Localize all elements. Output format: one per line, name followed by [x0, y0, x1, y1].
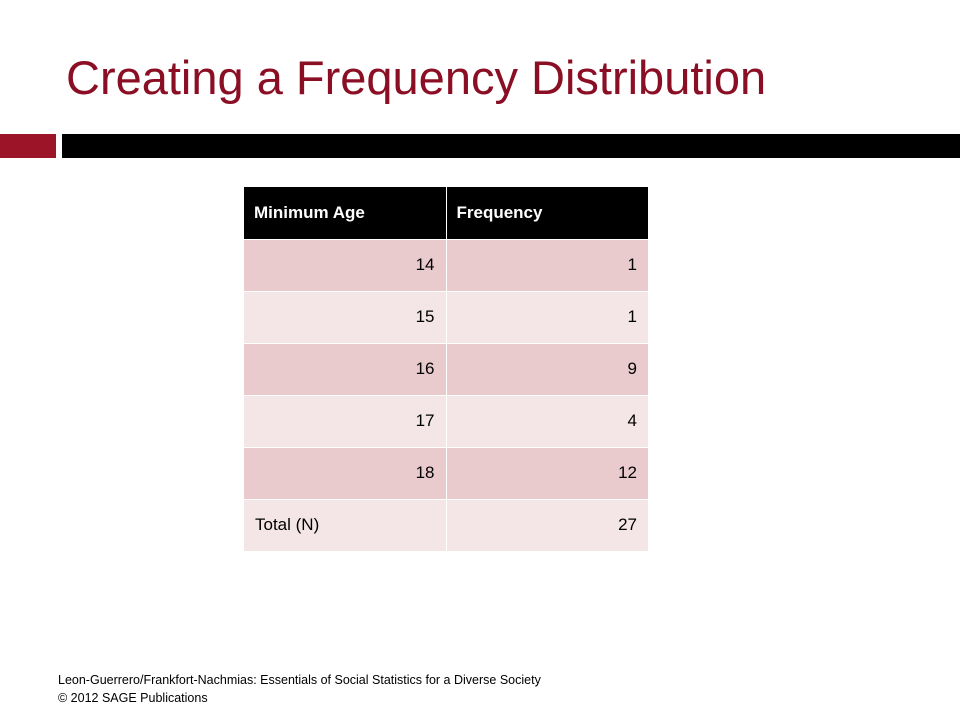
age-cell: 14: [244, 239, 446, 291]
frequency-cell: 1: [445, 291, 648, 343]
table-row: 14 1: [244, 239, 648, 291]
age-cell: 17: [244, 395, 446, 447]
table-row: 15 1: [244, 291, 648, 343]
header-frequency: Frequency: [445, 187, 648, 239]
header-minimum-age: Minimum Age: [244, 187, 446, 239]
total-value: 27: [445, 499, 648, 551]
table-row: 16 9: [244, 343, 648, 395]
frequency-cell: 9: [445, 343, 648, 395]
frequency-cell: 12: [445, 447, 648, 499]
title-divider-bar: [62, 134, 960, 158]
footer-source: Leon-Guerrero/Frankfort-Nachmias: Essent…: [58, 673, 541, 687]
frequency-cell: 4: [445, 395, 648, 447]
age-cell: 15: [244, 291, 446, 343]
age-cell: 18: [244, 447, 446, 499]
total-row: Total (N) 27: [244, 499, 648, 551]
title-accent-bar: [0, 134, 56, 158]
age-cell: 16: [244, 343, 446, 395]
table-row: 18 12: [244, 447, 648, 499]
footer-citation: Leon-Guerrero/Frankfort-Nachmias: Essent…: [58, 671, 541, 707]
table-row: 17 4: [244, 395, 648, 447]
footer-copyright: © 2012 SAGE Publications: [58, 691, 208, 705]
frequency-cell: 1: [445, 239, 648, 291]
table-header-row: Minimum Age Frequency: [244, 187, 648, 239]
total-label: Total (N): [244, 499, 446, 551]
slide-title: Creating a Frequency Distribution: [66, 51, 767, 104]
frequency-table: Minimum Age Frequency 14 1 15 1 16 9 17 …: [244, 187, 648, 552]
